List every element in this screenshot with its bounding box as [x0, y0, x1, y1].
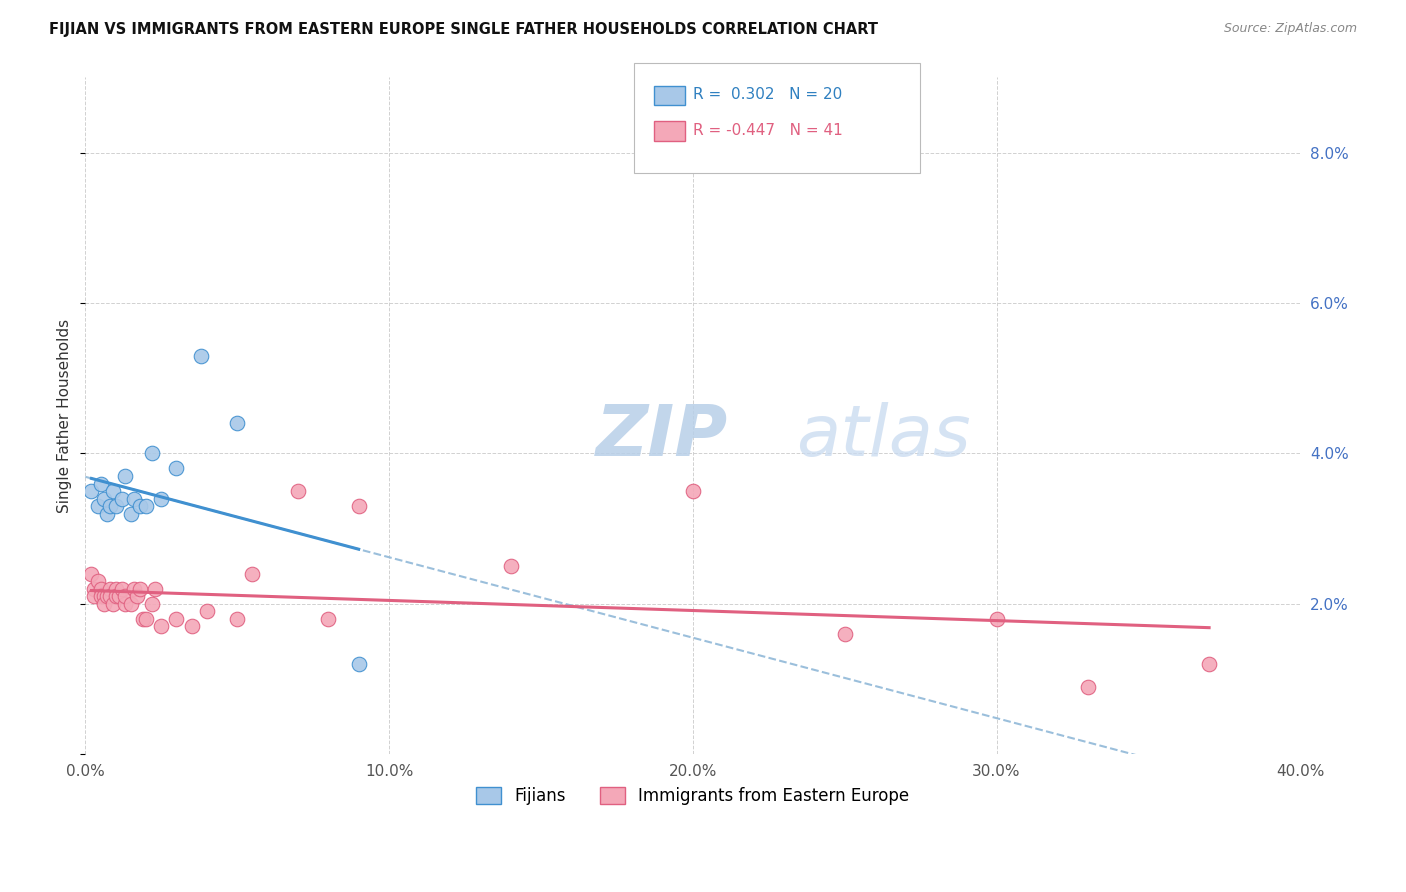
- Text: ZIP: ZIP: [596, 401, 728, 471]
- Point: [120, 507, 142, 521]
- Point: [80, 483, 103, 498]
- Point: [347, 657, 370, 671]
- Text: R = -0.447   N = 41: R = -0.447 N = 41: [693, 123, 844, 137]
- Point: [166, 461, 188, 475]
- Point: [83, 582, 105, 596]
- Point: [190, 349, 212, 363]
- Point: [129, 582, 152, 596]
- Point: [143, 582, 166, 596]
- Point: [135, 612, 157, 626]
- Point: [96, 589, 118, 603]
- Point: [90, 476, 112, 491]
- Point: [1198, 657, 1220, 671]
- Point: [90, 582, 112, 596]
- Point: [499, 559, 522, 574]
- Point: [80, 566, 103, 581]
- Text: atlas: atlas: [796, 401, 970, 471]
- Text: FIJIAN VS IMMIGRANTS FROM EASTERN EUROPE SINGLE FATHER HOUSEHOLDS CORRELATION CH: FIJIAN VS IMMIGRANTS FROM EASTERN EUROPE…: [49, 22, 879, 37]
- Y-axis label: Single Father Households: Single Father Households: [58, 318, 72, 513]
- Text: Source: ZipAtlas.com: Source: ZipAtlas.com: [1223, 22, 1357, 36]
- Point: [195, 604, 218, 618]
- Point: [1077, 680, 1099, 694]
- Point: [135, 499, 157, 513]
- Point: [101, 483, 124, 498]
- Point: [141, 446, 163, 460]
- Point: [101, 597, 124, 611]
- Point: [242, 566, 264, 581]
- Point: [122, 582, 145, 596]
- Point: [107, 589, 129, 603]
- Text: R =  0.302   N = 20: R = 0.302 N = 20: [693, 87, 842, 102]
- Point: [125, 589, 148, 603]
- Point: [114, 469, 136, 483]
- Point: [90, 589, 112, 603]
- Point: [104, 589, 127, 603]
- Point: [226, 417, 249, 431]
- Point: [86, 499, 108, 513]
- Point: [180, 619, 202, 633]
- Point: [122, 491, 145, 506]
- Point: [129, 499, 152, 513]
- Point: [287, 483, 309, 498]
- Point: [93, 589, 115, 603]
- Point: [111, 491, 134, 506]
- Point: [104, 582, 127, 596]
- Point: [166, 612, 188, 626]
- Point: [141, 597, 163, 611]
- Point: [834, 627, 856, 641]
- Point: [96, 507, 118, 521]
- Point: [111, 582, 134, 596]
- Legend: Fijians, Immigrants from Eastern Europe: Fijians, Immigrants from Eastern Europe: [468, 779, 918, 814]
- Point: [986, 612, 1008, 626]
- Point: [93, 491, 115, 506]
- Point: [150, 619, 173, 633]
- Point: [83, 589, 105, 603]
- Point: [98, 589, 121, 603]
- Point: [318, 612, 340, 626]
- Point: [98, 499, 121, 513]
- Point: [86, 574, 108, 589]
- Point: [104, 499, 127, 513]
- Point: [93, 597, 115, 611]
- Point: [150, 491, 173, 506]
- Point: [114, 589, 136, 603]
- Point: [132, 612, 155, 626]
- Point: [98, 582, 121, 596]
- Point: [347, 499, 370, 513]
- Point: [114, 597, 136, 611]
- Point: [120, 597, 142, 611]
- Point: [226, 612, 249, 626]
- Point: [682, 483, 704, 498]
